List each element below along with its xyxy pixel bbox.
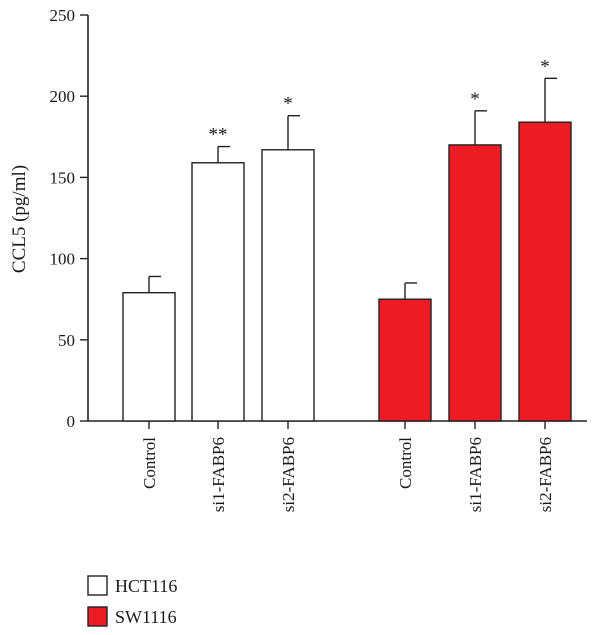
y-tick-label-50: 50	[58, 331, 75, 350]
legend: HCT116 SW1116	[87, 575, 177, 627]
category-label-1-2: si2-FABP6	[536, 437, 555, 512]
legend-swatch-1	[87, 606, 108, 627]
significance-marker-1-1: *	[470, 89, 480, 110]
y-tick-label-100: 100	[50, 250, 76, 269]
bars: Control si1-FABP6**si2-FABP6*Control si1-F…	[122, 56, 572, 512]
category-label-1-0: Control	[396, 437, 415, 489]
y-tick-label-250: 250	[50, 6, 76, 25]
significance-marker-1-2: *	[540, 56, 550, 77]
category-label-0-0: Control	[140, 437, 159, 489]
legend-label-1: SW1116	[115, 607, 177, 627]
y-tick-label-0: 0	[67, 412, 76, 431]
significance-marker-0-1: **	[209, 125, 228, 146]
bar-1-2	[518, 121, 572, 422]
y-tick-label-150: 150	[50, 168, 76, 187]
bar-0-2	[261, 149, 315, 422]
bar-1-0	[378, 298, 432, 422]
category-label-1-1: si1-FABP6	[466, 437, 485, 512]
legend-label-0: HCT116	[115, 576, 177, 596]
bar-0-0	[122, 292, 176, 422]
bar-1-1	[448, 144, 502, 422]
bar-0-1	[191, 162, 245, 422]
category-label-0-2: si2-FABP6	[279, 437, 298, 512]
significance-marker-0-2: *	[283, 94, 293, 115]
y-axis-label: CCL5 (pg/ml)	[9, 165, 30, 273]
category-label-0-1: si1-FABP6	[209, 437, 228, 512]
y-tick-label-200: 200	[50, 87, 76, 106]
legend-swatch-0	[87, 575, 108, 596]
